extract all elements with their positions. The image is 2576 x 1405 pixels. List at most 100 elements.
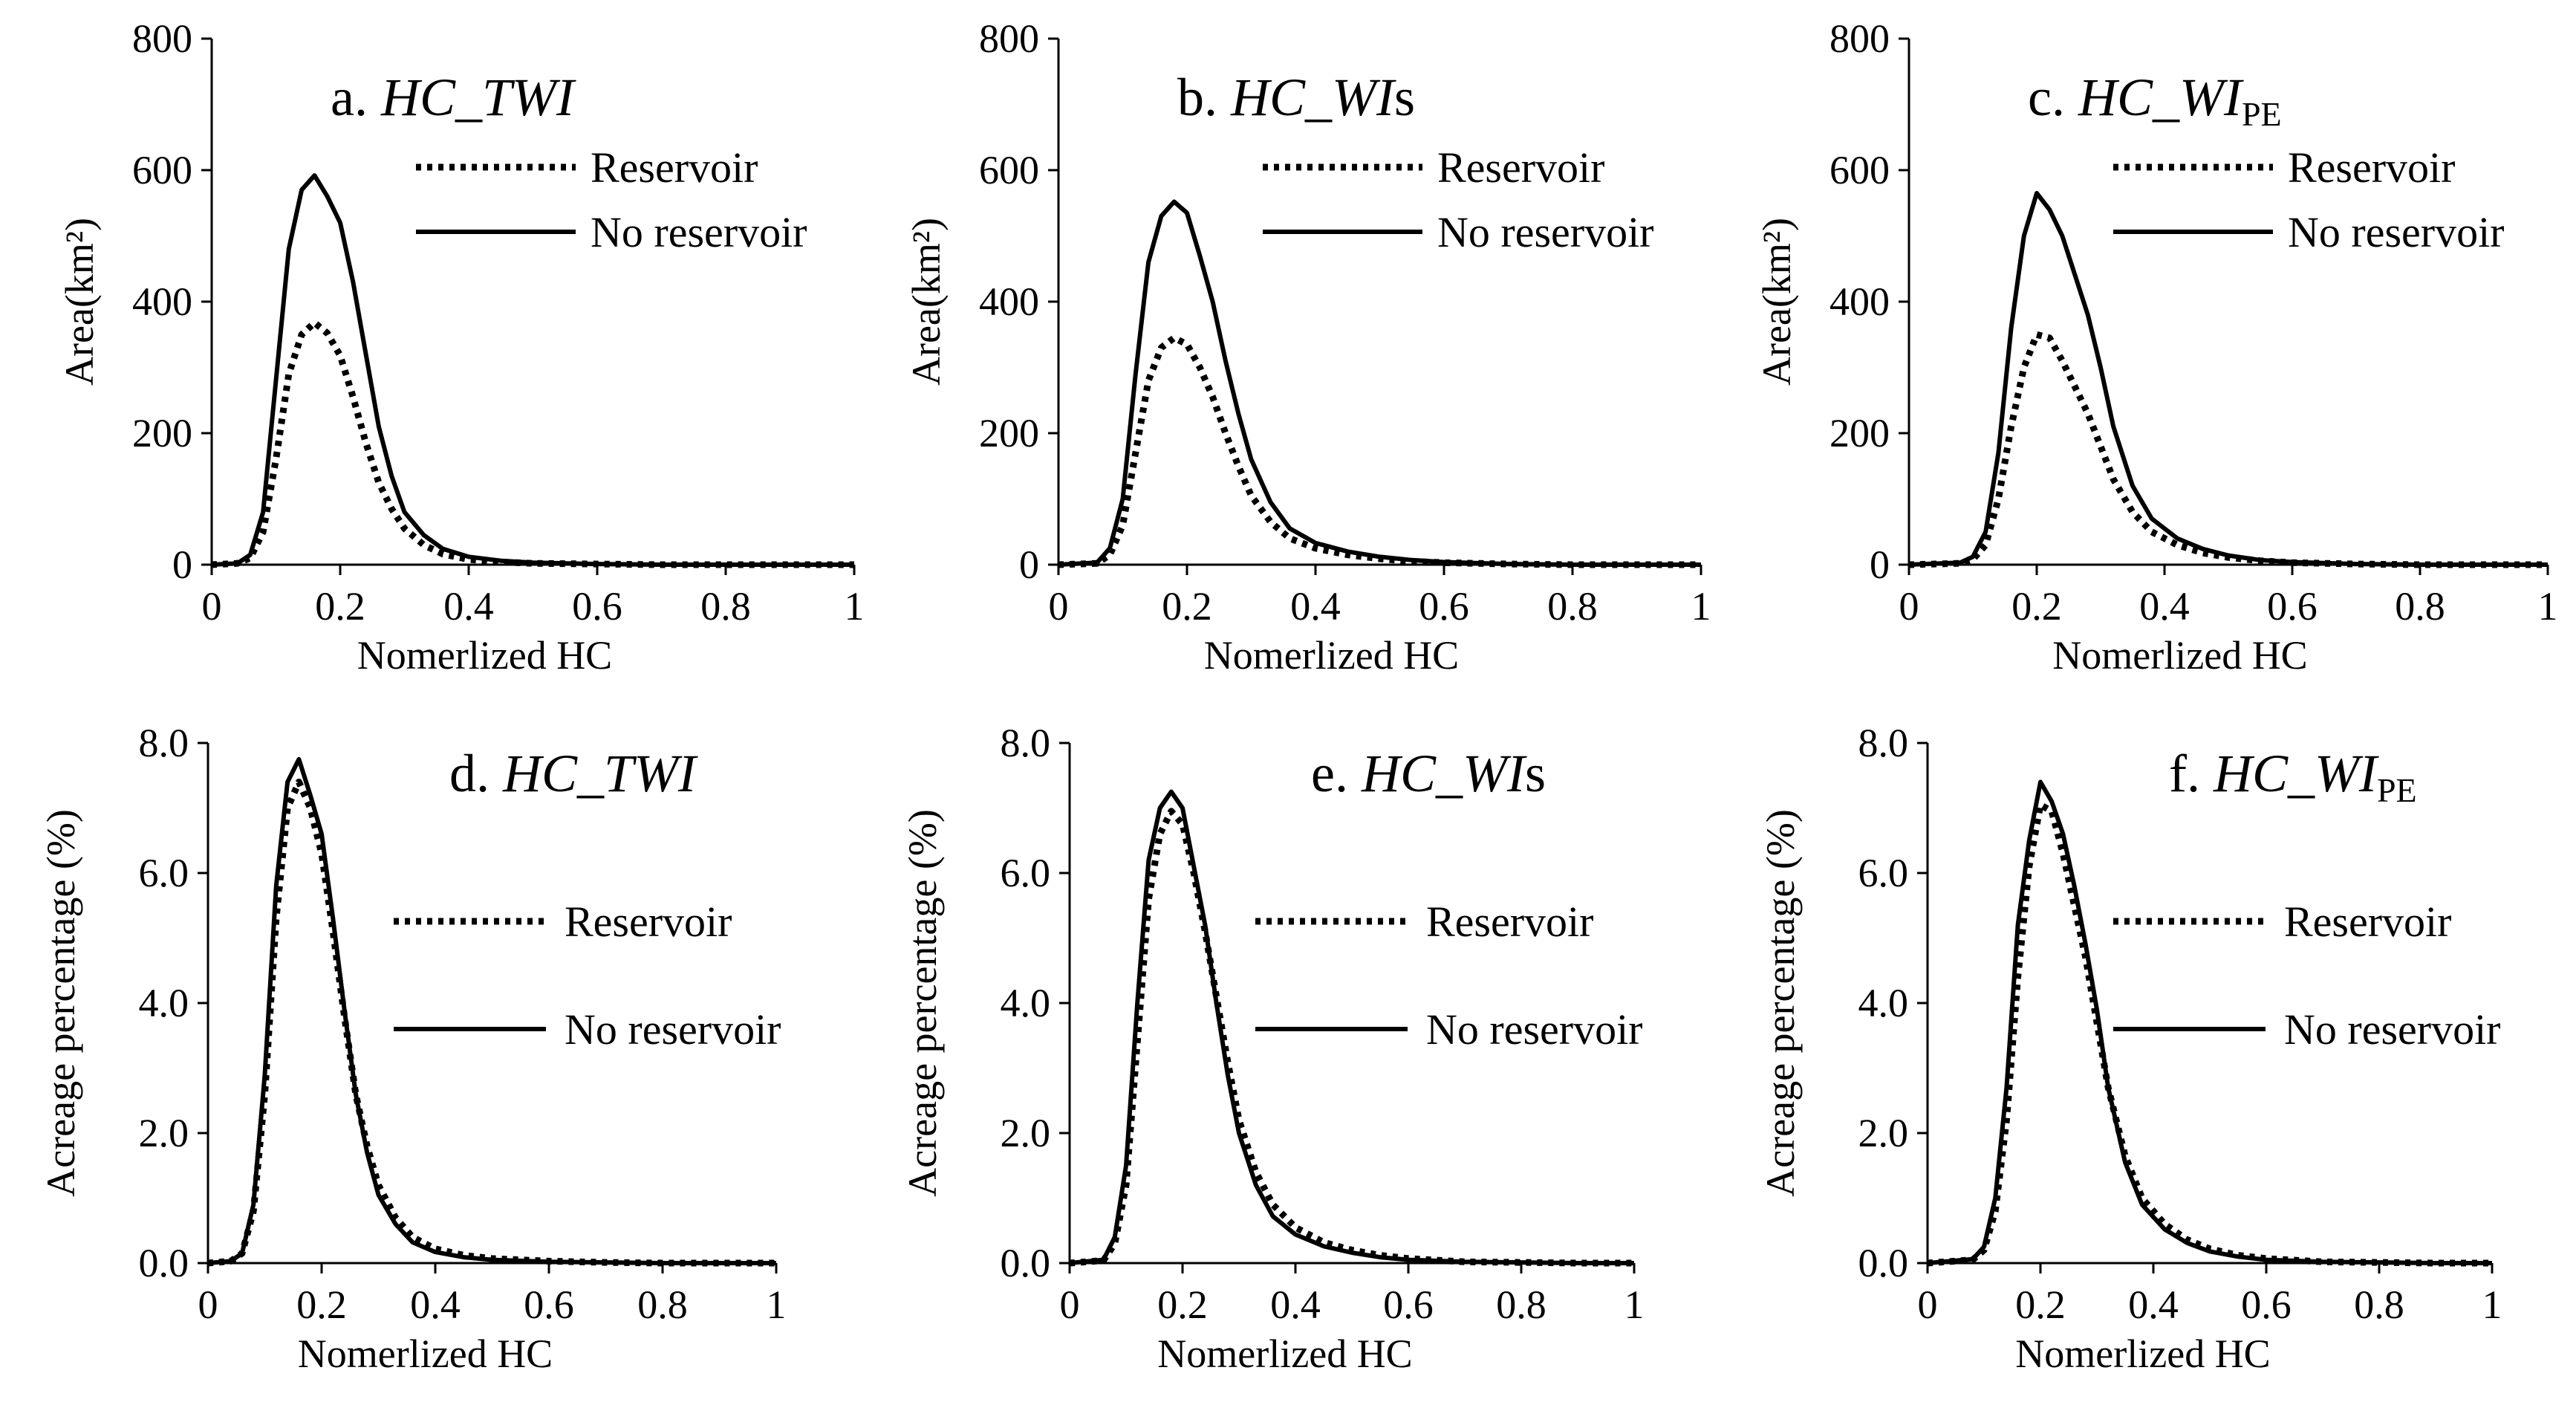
legend-label-reservoir: Reservoir (565, 898, 732, 946)
legend: Reservoir No reservoir (2113, 143, 2505, 256)
panel-title: f. HC_WIPE (2169, 744, 2417, 809)
legend: Reservoir No reservoir (394, 898, 781, 1054)
panel-title-subscript: PE (2242, 95, 2282, 133)
x-tick-label: 0.4 (2128, 1282, 2179, 1327)
x-tick-label: 0.2 (315, 584, 365, 629)
panel-d: 0.0 2.0 4.0 6.0 8.0 0 0.2 0.4 0.6 0.8 1 Nomerlized … (39, 721, 787, 1376)
y-axis-label: Acreage percentage (%) (1758, 809, 1803, 1197)
panel-title-italic: HC_WI (2078, 68, 2244, 127)
y-tick-label: 0 (1870, 542, 1890, 587)
panel-title-italic: HC_TWI (380, 68, 576, 127)
panel-c: 0 200 400 600 800 0 0.2 0.4 0.6 0.8 1 Nomerlized HC… (1754, 16, 2558, 678)
series-line-reservoir (1058, 334, 1701, 568)
legend-label-no-reservoir: No reservoir (565, 1005, 781, 1054)
x-tick-label: 0.2 (1157, 1282, 1208, 1327)
x-tick-label: 0.2 (1162, 584, 1212, 629)
y-tick-label: 0.0 (1001, 1241, 1051, 1285)
legend-label-reservoir: Reservoir (591, 143, 758, 192)
y-tick-label: 600 (979, 148, 1039, 192)
y-tick-label: 8.0 (1001, 721, 1051, 765)
y-tick-label: 0.0 (1858, 1241, 1909, 1285)
series-line-no-reservoir (207, 756, 776, 1265)
x-tick-label: 0 (1060, 1282, 1080, 1327)
panel-title: a. HC_TWI (331, 68, 576, 127)
y-tick-label: 2.0 (139, 1111, 189, 1155)
y-tick-label: 6.0 (1858, 851, 1909, 895)
x-tick-label: 0.8 (637, 1282, 688, 1327)
panel-title: d. HC_TWI (449, 744, 698, 803)
y-tick-label: 200 (1829, 411, 1890, 455)
y-axis-label: Area(km²) (57, 218, 102, 386)
legend-label-reservoir: Reservoir (1437, 143, 1605, 192)
x-tick-label: 0.4 (2139, 584, 2190, 629)
legend-label-reservoir: Reservoir (2288, 143, 2456, 192)
y-axis-label: Acreage percentage (%) (39, 809, 83, 1197)
x-tick-label: 1 (1691, 584, 1711, 629)
y-tick-label: 800 (979, 16, 1039, 61)
panel-title-prefix: a. (331, 68, 381, 127)
y-axis-label: Area(km²) (1754, 218, 1799, 386)
legend-label-reservoir: Reservoir (2284, 898, 2452, 946)
y-tick-label: 800 (132, 16, 192, 61)
x-tick-label: 1 (767, 1282, 787, 1327)
panel-e: 0.0 2.0 4.0 6.0 8.0 0 0.2 0.4 0.6 0.8 1 Nomerlized … (900, 721, 1645, 1376)
y-tick-label: 400 (979, 279, 1039, 324)
legend-label-reservoir: Reservoir (1426, 898, 1594, 946)
x-tick-label: 1 (2482, 1282, 2502, 1327)
y-tick-label: 600 (132, 148, 192, 192)
legend-label-no-reservoir: No reservoir (2284, 1005, 2501, 1054)
y-tick-label: 4.0 (139, 981, 189, 1025)
x-axis-label: Nomerlized HC (357, 633, 612, 678)
x-tick-label: 0.6 (1383, 1282, 1434, 1327)
y-tick-label: 4.0 (1858, 981, 1909, 1025)
x-tick-label: 0 (1049, 584, 1069, 629)
y-tick-label: 800 (1829, 16, 1890, 61)
y-tick-label: 600 (1829, 148, 1890, 192)
panel-title-prefix: c. (2028, 68, 2078, 127)
series-line-no-reservoir (211, 173, 854, 567)
legend: Reservoir No reservoir (2113, 898, 2501, 1054)
x-tick-label: 0.4 (1290, 584, 1341, 629)
y-tick-label: 200 (132, 411, 192, 455)
x-axis-label: Nomerlized HC (1204, 633, 1459, 678)
y-tick-label: 2.0 (1858, 1111, 1909, 1155)
panel-title-prefix: f. (2169, 744, 2214, 803)
panel-b: 0 200 400 600 800 0 0.2 0.4 0.6 0.8 1 Nomerlized HC… (904, 16, 1711, 678)
x-tick-label: 1 (1624, 1282, 1645, 1327)
x-tick-label: 0.2 (2011, 584, 2062, 629)
panel-f: 0.0 2.0 4.0 6.0 8.0 0 0.2 0.4 0.6 0.8 1 Nomerlized … (1758, 721, 2502, 1376)
legend: Reservoir No reservoir (1263, 143, 1654, 256)
x-tick-label: 0.4 (443, 584, 494, 629)
x-tick-label: 0.2 (296, 1282, 347, 1327)
series-line-no-reservoir (1069, 789, 1634, 1265)
x-tick-label: 0 (198, 1282, 218, 1327)
x-axis-label: Nomerlized HC (2015, 1331, 2270, 1376)
x-tick-label: 0 (1899, 584, 1919, 629)
panel-title-prefix: b. (1177, 68, 1231, 127)
series-line-reservoir (211, 319, 854, 568)
y-tick-label: 6.0 (139, 851, 189, 895)
y-axis-label: Acreage percentage (%) (900, 809, 945, 1197)
x-tick-label: 0.6 (572, 584, 622, 629)
x-tick-label: 0 (1918, 1282, 1938, 1327)
x-tick-label: 0.4 (1270, 1282, 1321, 1327)
x-tick-label: 0.8 (1496, 1282, 1546, 1327)
legend: Reservoir No reservoir (416, 143, 807, 256)
panel-title: b. HC_WIs (1177, 68, 1415, 127)
x-tick-label: 1 (845, 584, 865, 629)
x-tick-label: 0.4 (410, 1282, 461, 1327)
legend-label-no-reservoir: No reservoir (1437, 208, 1654, 256)
panel-title-italic: HC_WI (1230, 68, 1396, 127)
legend-label-no-reservoir: No reservoir (1426, 1005, 1643, 1054)
y-tick-label: 0.0 (139, 1241, 189, 1285)
series-line-no-reservoir (1058, 199, 1701, 567)
y-tick-label: 2.0 (1001, 1111, 1051, 1155)
panel-title-italic: HC_TWI (502, 744, 698, 803)
panel-title-subscript: PE (2377, 771, 2417, 809)
x-tick-label: 0.6 (2267, 584, 2318, 629)
y-tick-label: 400 (1829, 279, 1890, 324)
x-tick-label: 0.6 (524, 1282, 574, 1327)
y-tick-label: 200 (979, 411, 1039, 455)
x-axis-label: Nomerlized HC (2052, 633, 2307, 678)
